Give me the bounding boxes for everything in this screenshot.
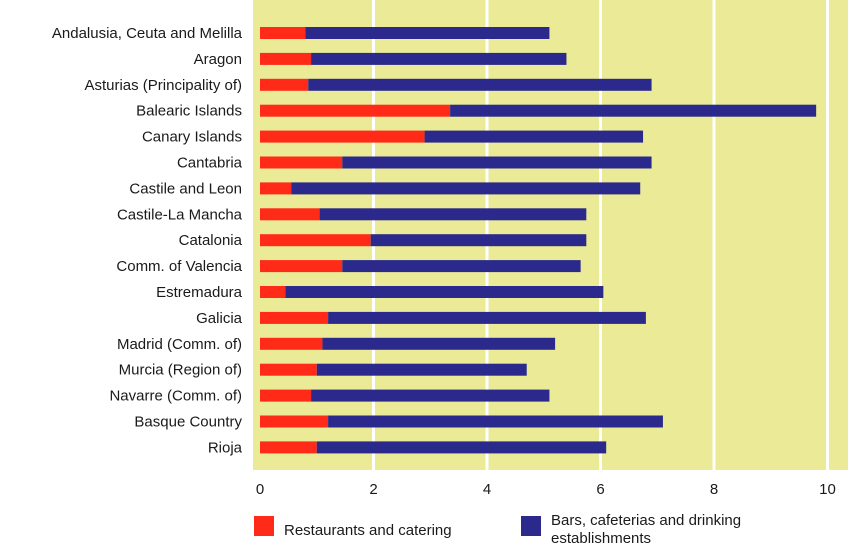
category-labels: Andalusia, Ceuta and Melilla Aragon Asturi… [52,25,243,456]
bar-bars-14 [311,389,550,402]
bar-bars-4 [424,130,644,143]
category-label: Navarre (Comm. of) [109,388,242,405]
stacked-bar-chart: Andalusia, Ceuta and Melilla Aragon Asturi… [52,0,848,498]
bar-bars-10 [285,286,604,298]
bar-bars-5 [342,156,652,169]
x-tick-label: 8 [710,481,718,498]
category-label: Comm. of Valencia [116,258,242,275]
bar-bars-2 [308,78,652,91]
bar-restaurants-15 [260,415,329,428]
bar-bars-9 [342,260,581,273]
bar-restaurants-6 [260,182,292,195]
bar-bars-0 [305,27,550,39]
bar-bars-11 [328,311,646,324]
bar-restaurants-14 [260,389,312,402]
bar-restaurants-12 [260,337,323,350]
category-label: Aragon [194,51,242,68]
bar-bars-7 [319,208,587,221]
bar-restaurants-13 [260,363,317,376]
bar-bars-13 [316,363,527,376]
x-tick-label: 10 [819,481,836,498]
category-label: Murcia (Region of) [119,362,242,379]
bar-restaurants-9 [260,260,343,273]
bar-restaurants-3 [260,104,451,117]
category-label: Catalonia [179,232,243,249]
legend-label-bars: Bars, cafeterias and drinking establishm… [551,512,742,547]
x-tick-labels: 0 2 4 6 8 10 [256,481,836,498]
bar-bars-15 [328,415,663,428]
bar-restaurants-4 [260,130,425,143]
legend-item-bars: Bars, cafeterias and drinking establishm… [521,512,781,547]
bar-restaurants-8 [260,234,371,247]
bar-restaurants-10 [260,286,286,298]
x-tick-label: 6 [596,481,604,498]
bar-bars-16 [316,441,607,454]
bar-bars-1 [311,52,567,65]
bar-bars-12 [322,337,556,350]
category-label: Andalusia, Ceuta and Melilla [52,25,243,42]
bars [260,27,817,454]
bar-bars-8 [370,234,587,247]
bar-bars-3 [450,104,817,117]
x-tick-label: 0 [256,481,264,498]
legend-swatch-restaurants [254,516,274,536]
category-label: Balearic Islands [136,103,242,120]
category-label: Asturias (Principality of) [84,77,242,94]
category-label: Rioja [208,439,243,456]
category-label: Canary Islands [142,129,242,146]
bar-restaurants-7 [260,208,320,221]
category-label: Estremadura [156,284,243,301]
legend-item-restaurants: Restaurants and catering [254,512,452,546]
x-tick-label: 2 [369,481,377,498]
category-label: Madrid (Comm. of) [117,336,242,353]
category-label: Cantabria [177,155,243,172]
legend-label-restaurants: Restaurants and catering [284,522,452,539]
bar-restaurants-5 [260,156,343,169]
bar-restaurants-16 [260,441,317,454]
bar-restaurants-2 [260,78,309,91]
legend-swatch-bars [521,516,541,536]
bar-bars-6 [291,182,641,195]
category-label: Basque Country [134,414,242,431]
bar-restaurants-11 [260,311,329,324]
category-label: Galicia [196,310,243,327]
x-tick-label: 4 [483,481,491,498]
bar-restaurants-1 [260,52,312,65]
category-label: Castile-La Mancha [117,206,243,223]
bar-restaurants-0 [260,27,306,39]
category-label: Castile and Leon [129,180,242,197]
